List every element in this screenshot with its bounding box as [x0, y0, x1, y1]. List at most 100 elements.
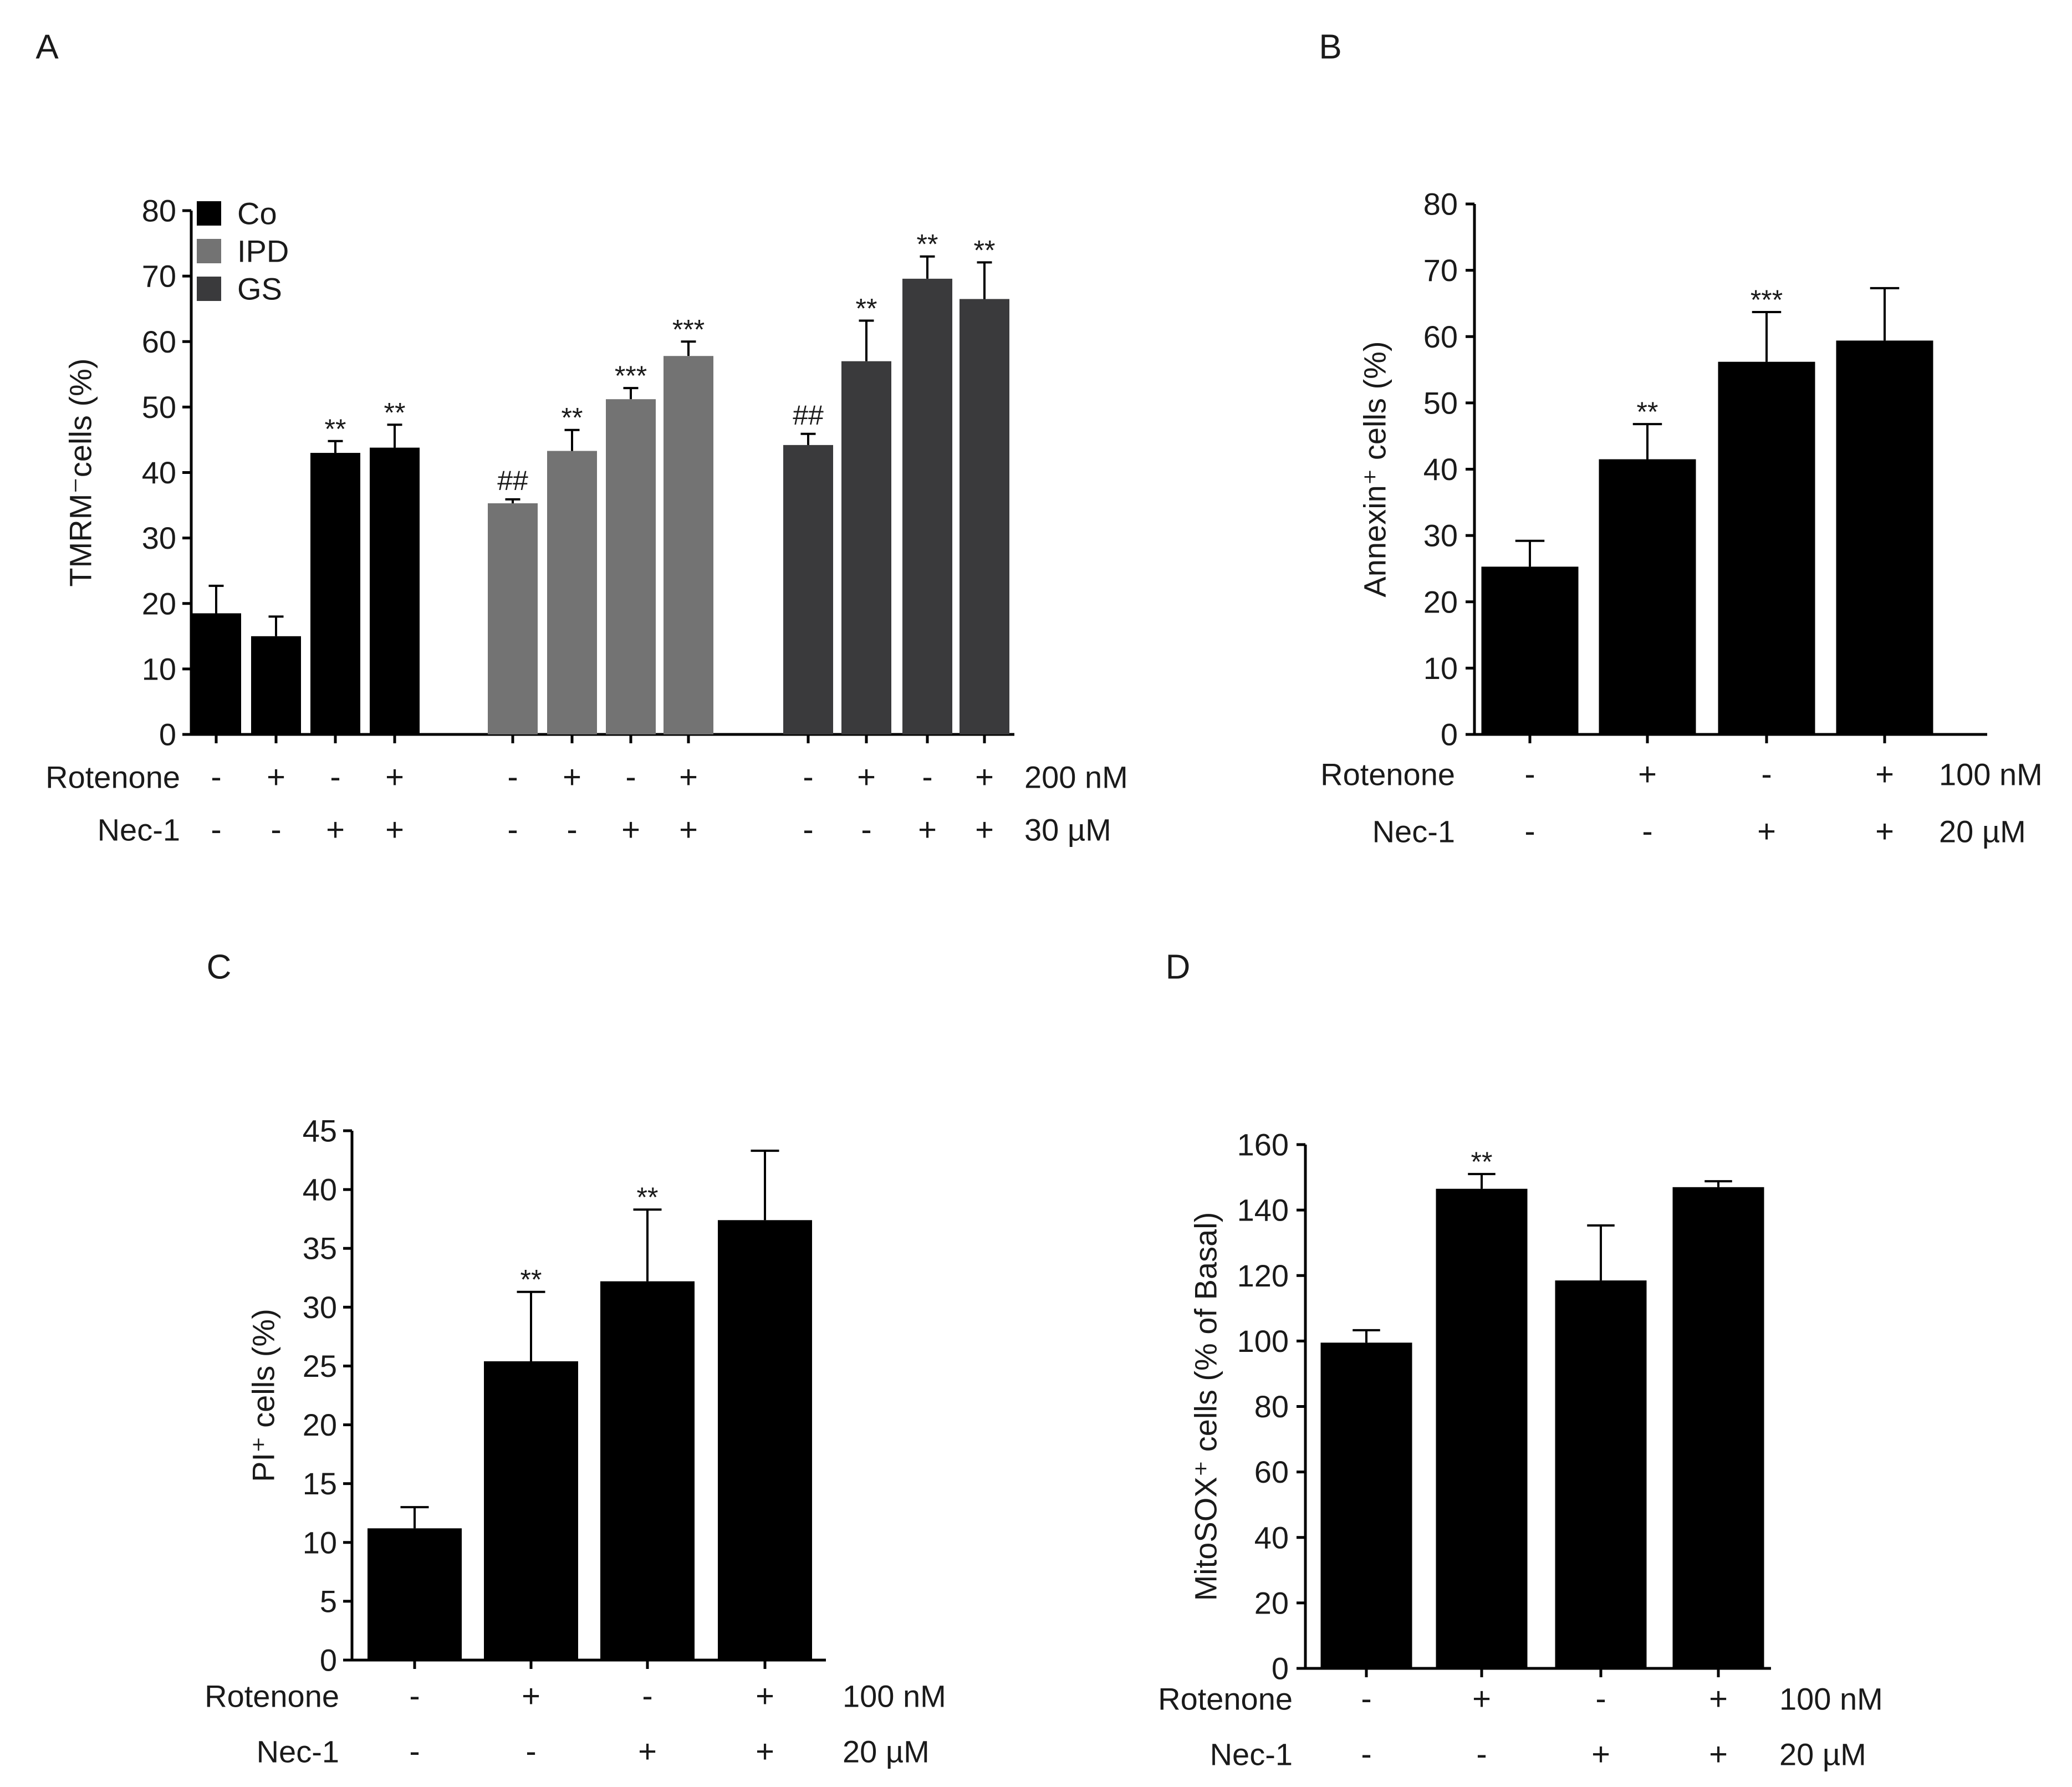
y-tick-label: 140 [1237, 1193, 1289, 1228]
panel-letter: B [1319, 28, 1341, 67]
rotenone-sign: + [267, 759, 285, 795]
rotenone-sign: - [1761, 757, 1772, 793]
bar [251, 636, 301, 734]
y-tick-label: 0 [320, 1643, 337, 1678]
y-tick-label: 30 [303, 1290, 337, 1325]
row-label-rotenone: Rotenone [205, 1679, 339, 1714]
nec1-sign: + [326, 812, 345, 848]
rotenone-sign: + [563, 759, 581, 795]
row-label-nec-1: Nec-1 [98, 813, 180, 847]
row-unit-rotenone: 100 nM [1779, 1682, 1883, 1717]
rotenone-sign: + [975, 759, 994, 795]
nec1-sign: - [1642, 814, 1652, 850]
nec1-sign: - [1476, 1737, 1487, 1773]
row-label-rotenone: Rotenone [45, 760, 180, 795]
bar [600, 1281, 695, 1660]
rotenone-sign: - [1361, 1681, 1371, 1717]
y-tick-label: 30 [142, 520, 176, 555]
row-label-nec-1: Nec-1 [1210, 1737, 1293, 1772]
bar [718, 1220, 812, 1660]
y-tick-label: 0 [159, 717, 176, 752]
y-tick-label: 30 [1423, 518, 1458, 553]
significance-marker: ** [562, 402, 583, 433]
row-unit-rotenone: 100 nM [1939, 757, 2043, 792]
bar [310, 453, 360, 734]
y-tick-label: 80 [1423, 187, 1458, 222]
y-tick-label: 20 [1254, 1585, 1289, 1620]
rotenone-sign: - [922, 759, 932, 795]
y-tick-label: 60 [142, 324, 176, 359]
significance-marker: ** [1637, 396, 1658, 427]
bar [902, 278, 952, 735]
nec1-sign: + [975, 812, 994, 848]
y-tick-label: 10 [303, 1525, 337, 1560]
row-unit-rotenone: 200 nM [1024, 760, 1128, 795]
bar [370, 447, 420, 734]
legend-swatch-co [197, 201, 221, 226]
nec1-sign: + [621, 812, 640, 848]
y-tick-label: 40 [142, 455, 176, 490]
row-unit-rotenone: 100 nM [843, 1679, 946, 1714]
rotenone-sign: - [803, 759, 813, 795]
significance-marker: *** [672, 314, 705, 345]
y-tick-label: 80 [1254, 1389, 1289, 1424]
row-unit-nec-1: 20 µM [1939, 814, 2026, 849]
y-tick-label: 70 [1423, 253, 1458, 288]
bar [1436, 1188, 1528, 1668]
y-tick-label: 80 [142, 193, 176, 228]
row-unit-nec-1: 30 µM [1024, 813, 1111, 847]
y-tick-label: 100 [1237, 1324, 1289, 1359]
rotenone-sign: - [642, 1678, 652, 1714]
hash-marker: ## [793, 400, 824, 431]
y-tick-label: 40 [1254, 1520, 1289, 1555]
y-tick-label: 40 [1423, 452, 1458, 487]
rotenone-sign: + [522, 1678, 540, 1714]
y-tick-label: 20 [1423, 584, 1458, 619]
y-tick-label: 70 [142, 259, 176, 294]
nec1-sign: - [507, 812, 518, 848]
nec1-sign: + [1591, 1737, 1610, 1773]
y-tick-label: 0 [1272, 1651, 1289, 1686]
rotenone-sign: - [330, 759, 340, 795]
nec1-sign: + [1709, 1737, 1728, 1773]
bar [1836, 340, 1933, 734]
nec1-sign: - [271, 812, 281, 848]
rotenone-sign: + [756, 1678, 774, 1714]
bar [783, 445, 833, 734]
y-tick-label: 35 [303, 1231, 337, 1266]
significance-marker: *** [1751, 284, 1783, 315]
nec1-sign: + [638, 1734, 657, 1770]
hash-marker: ## [497, 465, 528, 496]
rotenone-sign: - [1524, 757, 1535, 793]
row-unit-nec-1: 20 µM [843, 1734, 930, 1769]
bar [368, 1528, 462, 1660]
legend-swatch-gs [197, 277, 221, 301]
bar [1599, 459, 1696, 734]
rotenone-sign: - [625, 759, 636, 795]
bar [960, 299, 1009, 734]
panel-letter: C [207, 948, 232, 987]
significance-marker: ** [856, 293, 877, 324]
rotenone-sign: - [409, 1678, 420, 1714]
legend-label-ipd: IPD [237, 234, 289, 269]
rotenone-sign: - [507, 759, 518, 795]
y-tick-label: 40 [303, 1172, 337, 1207]
significance-marker: ** [637, 1182, 659, 1213]
y-tick-label: 60 [1254, 1454, 1289, 1489]
nec1-sign: + [918, 812, 937, 848]
legend-label-co: Co [237, 196, 277, 231]
bar [191, 613, 241, 734]
nec1-sign: - [211, 812, 221, 848]
y-axis-title: MitoSOX⁺ cells (% of Basal) [1188, 1212, 1223, 1601]
significance-marker: ** [325, 413, 346, 445]
y-tick-label: 50 [1423, 385, 1458, 420]
nec1-sign: + [1875, 814, 1894, 850]
row-label-rotenone: Rotenone [1158, 1682, 1293, 1717]
y-tick-label: 20 [142, 586, 176, 621]
bar [484, 1361, 578, 1660]
nec1-sign: - [803, 812, 813, 848]
bar [841, 361, 891, 734]
significance-marker: ** [974, 234, 996, 266]
significance-marker: ** [520, 1264, 542, 1295]
panel-letter: A [35, 28, 59, 67]
